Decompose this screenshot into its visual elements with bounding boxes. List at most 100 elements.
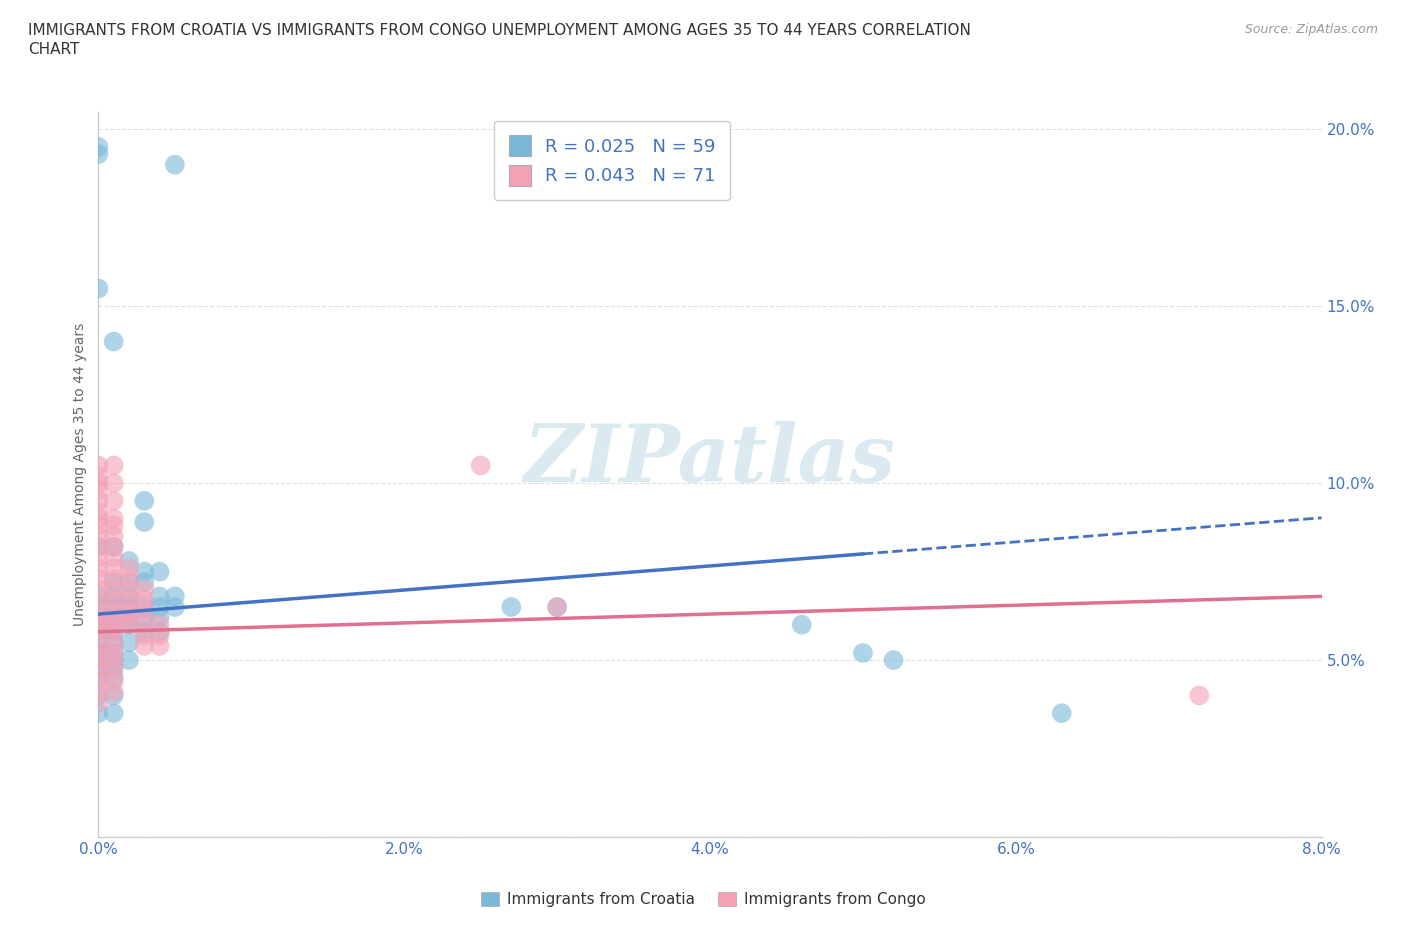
Point (87, 147, 110, 162)
Point (163, 157, 186, 172)
Point (149, 600, 172, 615)
Point (103, 476, 125, 491)
Point (87, 688, 110, 703)
Point (134, 494, 156, 509)
Point (470, 458, 492, 472)
Point (118, 653, 141, 668)
Point (103, 653, 125, 668)
Point (103, 592, 125, 607)
Point (103, 610, 125, 625)
Point (87, 653, 110, 668)
Text: CHART: CHART (28, 42, 80, 57)
Point (87, 684, 110, 699)
Point (118, 589, 141, 604)
Point (87, 592, 110, 607)
Point (149, 628, 172, 643)
Point (852, 645, 875, 660)
Point (87, 140, 110, 154)
Point (149, 618, 172, 632)
Point (87, 483, 110, 498)
Point (87, 624, 110, 639)
Point (87, 635, 110, 650)
Point (103, 645, 125, 660)
Point (118, 571, 141, 586)
Point (87, 469, 110, 484)
Text: IMMIGRANTS FROM CROATIA VS IMMIGRANTS FROM CONGO UNEMPLOYMENT AMONG AGES 35 TO 4: IMMIGRANTS FROM CROATIA VS IMMIGRANTS FR… (28, 23, 972, 38)
Point (103, 659, 125, 674)
Point (149, 565, 172, 579)
Point (103, 684, 125, 699)
Point (1050, 706, 1073, 721)
Point (87, 624, 110, 639)
Point (87, 512, 110, 526)
Point (87, 695, 110, 710)
Legend: Immigrants from Croatia, Immigrants from Congo: Immigrants from Croatia, Immigrants from… (475, 885, 931, 913)
Point (103, 550, 125, 565)
Point (87, 458, 110, 472)
Point (103, 610, 125, 625)
Point (118, 575, 141, 590)
Point (134, 618, 156, 632)
Point (87, 671, 110, 685)
Point (103, 624, 125, 639)
Point (103, 635, 125, 650)
Point (103, 561, 125, 576)
Y-axis label: Unemployment Among Ages 35 to 44 years: Unemployment Among Ages 35 to 44 years (73, 323, 87, 626)
Point (103, 582, 125, 597)
Point (87, 653, 110, 668)
Point (118, 582, 141, 597)
Point (87, 561, 110, 576)
Point (87, 610, 110, 625)
Point (103, 589, 125, 604)
Point (87, 518, 110, 533)
Point (87, 706, 110, 721)
Point (87, 476, 110, 491)
Point (163, 600, 186, 615)
Point (87, 645, 110, 660)
Point (87, 539, 110, 554)
Point (87, 635, 110, 650)
Point (103, 539, 125, 554)
Point (546, 600, 568, 615)
Point (134, 575, 156, 590)
Point (134, 600, 156, 615)
Point (118, 600, 141, 615)
Point (103, 618, 125, 632)
Point (134, 582, 156, 597)
Point (134, 610, 156, 625)
Text: Source: ZipAtlas.com: Source: ZipAtlas.com (1244, 23, 1378, 36)
Point (87, 618, 110, 632)
Point (149, 610, 172, 625)
Point (103, 512, 125, 526)
Point (103, 663, 125, 678)
Point (103, 618, 125, 632)
Point (103, 603, 125, 618)
Point (1188, 688, 1211, 703)
Point (103, 518, 125, 533)
Point (118, 592, 141, 607)
Point (87, 618, 110, 632)
Point (546, 600, 568, 615)
Point (87, 600, 110, 615)
Point (87, 529, 110, 544)
Point (790, 618, 813, 632)
Point (134, 514, 156, 529)
Point (118, 561, 141, 576)
Point (118, 610, 141, 625)
Point (87, 674, 110, 689)
Point (501, 600, 523, 615)
Point (103, 494, 125, 509)
Point (103, 600, 125, 615)
Point (87, 659, 110, 674)
Point (118, 553, 141, 568)
Point (87, 589, 110, 604)
Point (134, 565, 156, 579)
Point (87, 571, 110, 586)
Point (118, 603, 141, 618)
Point (134, 603, 156, 618)
Point (87, 645, 110, 660)
Point (118, 618, 141, 632)
Point (87, 663, 110, 678)
Point (134, 639, 156, 654)
Point (134, 628, 156, 643)
